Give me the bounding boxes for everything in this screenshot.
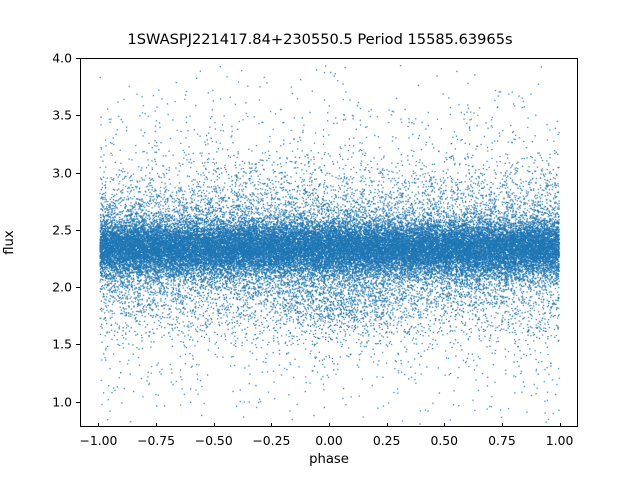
x-tick-label: 0.25	[372, 433, 401, 448]
x-tick-label: −1.00	[79, 433, 118, 448]
x-tick-label: −0.50	[194, 433, 233, 448]
x-tick-mark	[386, 422, 388, 427]
y-axis-label-text: flux	[2, 230, 17, 255]
x-tick-label: −0.25	[252, 433, 291, 448]
y-axis-tick-labels: 1.0 1.5 2.0 2.5 3.0 3.5 4.0	[0, 51, 72, 427]
y-tick-label: 2.5	[52, 222, 72, 238]
y-tick-mark	[75, 401, 80, 403]
y-tick-label: 2.0	[52, 279, 72, 295]
x-tick-mark	[329, 422, 330, 427]
x-tick-mark	[501, 422, 503, 427]
x-tick-label: 0.00	[315, 433, 343, 448]
y-tick-label: 1.5	[52, 336, 72, 352]
y-tick-mark	[75, 344, 80, 346]
y-tick-mark	[75, 229, 80, 231]
x-tick-label: 1.00	[545, 433, 574, 448]
scatter-plot-canvas	[81, 59, 577, 426]
x-axis-label: phase	[309, 452, 349, 467]
y-tick-mark	[75, 172, 80, 174]
x-tick-mark	[559, 422, 561, 427]
x-tick-mark	[98, 422, 100, 427]
x-axis-tick-labels: −1.00 −0.75 −0.50 −0.25 0.00 0.25 0.50 0.75 1.00	[79, 433, 578, 453]
x-tick-label: 0.75	[488, 433, 516, 448]
y-tick-label: 3.0	[52, 165, 72, 181]
y-tick-mark	[75, 115, 80, 117]
y-tick-mark	[75, 58, 80, 59]
y-axis-label: flux	[0, 58, 17, 427]
x-tick-mark	[213, 422, 215, 427]
y-tick-label: 3.5	[52, 107, 72, 123]
x-tick-mark	[444, 422, 446, 427]
y-tick-mark	[75, 287, 80, 289]
x-tick-mark	[156, 422, 158, 427]
plot-axes	[80, 58, 578, 427]
y-tick-label: 1.0	[52, 394, 72, 410]
x-tick-label: −0.75	[137, 433, 176, 448]
x-tick-label: 0.50	[430, 433, 459, 448]
page-title: 1SWASPJ221417.84+230550.5 Period 15585.6…	[127, 31, 513, 48]
y-tick-label: 4.0	[52, 50, 72, 66]
x-tick-mark	[271, 422, 273, 427]
